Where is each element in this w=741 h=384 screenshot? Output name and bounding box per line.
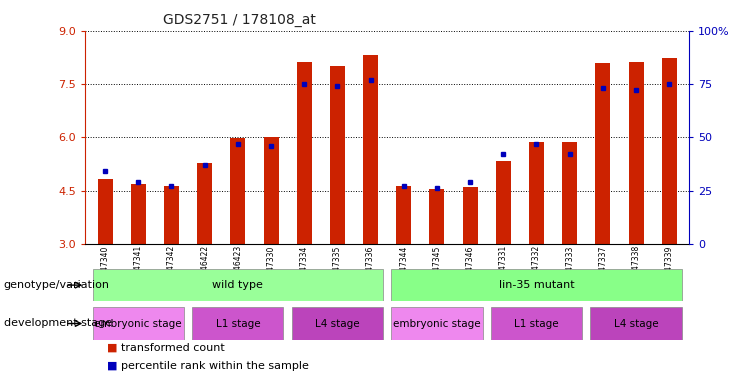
- Text: wild type: wild type: [213, 280, 263, 290]
- Text: embryonic stage: embryonic stage: [393, 318, 481, 329]
- Bar: [662, 58, 677, 244]
- Bar: [98, 179, 113, 244]
- Bar: [529, 142, 544, 244]
- Text: L1 stage: L1 stage: [216, 318, 260, 329]
- Bar: [164, 186, 179, 244]
- Bar: [391, 307, 482, 340]
- Bar: [391, 269, 682, 301]
- Bar: [192, 307, 284, 340]
- Text: genotype/variation: genotype/variation: [4, 280, 110, 290]
- Bar: [264, 137, 279, 244]
- Bar: [628, 62, 643, 244]
- Text: L4 stage: L4 stage: [614, 318, 658, 329]
- Bar: [491, 307, 582, 340]
- Bar: [93, 269, 383, 301]
- Bar: [496, 161, 511, 244]
- Text: L4 stage: L4 stage: [315, 318, 359, 329]
- Bar: [131, 184, 146, 244]
- Bar: [296, 62, 312, 244]
- Text: lin-35 mutant: lin-35 mutant: [499, 280, 574, 290]
- Text: ■: ■: [107, 343, 118, 353]
- Bar: [462, 187, 478, 244]
- Bar: [93, 307, 184, 340]
- Text: development stage: development stage: [4, 318, 112, 328]
- Text: embryonic stage: embryonic stage: [95, 318, 182, 329]
- Text: ■: ■: [107, 361, 118, 371]
- Text: transformed count: transformed count: [121, 343, 225, 353]
- Text: GDS2751 / 178108_at: GDS2751 / 178108_at: [163, 13, 316, 27]
- Bar: [595, 63, 611, 244]
- Bar: [330, 66, 345, 244]
- Bar: [197, 163, 212, 244]
- Bar: [292, 307, 383, 340]
- Bar: [591, 307, 682, 340]
- Bar: [230, 138, 245, 244]
- Bar: [430, 189, 445, 244]
- Text: L1 stage: L1 stage: [514, 318, 559, 329]
- Bar: [363, 55, 378, 244]
- Text: percentile rank within the sample: percentile rank within the sample: [121, 361, 309, 371]
- Bar: [396, 186, 411, 244]
- Bar: [562, 142, 577, 244]
